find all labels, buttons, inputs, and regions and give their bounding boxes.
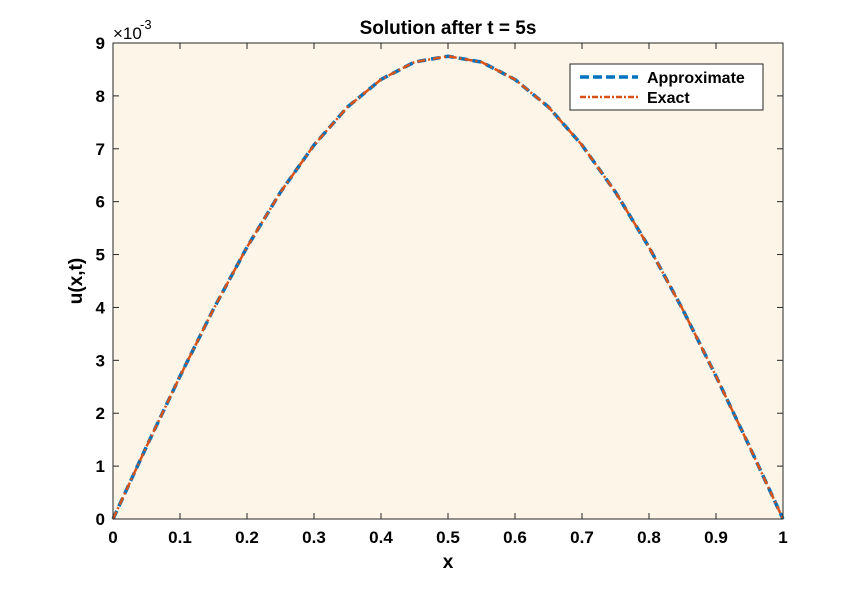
legend-box bbox=[569, 63, 764, 111]
x-tick-label: 0.3 bbox=[302, 528, 326, 547]
legend-label-exact: Exact bbox=[647, 90, 690, 107]
y-tick-label: 6 bbox=[96, 193, 105, 212]
x-tick-label: 0.9 bbox=[704, 528, 728, 547]
x-tick-label: 0.7 bbox=[570, 528, 594, 547]
x-tick-label: 0.6 bbox=[503, 528, 527, 547]
y-tick-label: 4 bbox=[96, 298, 106, 317]
y-tick-label: 8 bbox=[96, 87, 105, 106]
x-tick-label: 0.5 bbox=[436, 528, 460, 547]
y-axis-label: u(x,t) bbox=[66, 258, 87, 304]
y-tick-label: 5 bbox=[96, 246, 105, 265]
series-line-exact bbox=[111, 54, 785, 520]
legend: Approximate Exact bbox=[569, 63, 764, 111]
y-tick-label: 9 bbox=[96, 34, 105, 53]
x-axis-label: x bbox=[443, 552, 454, 573]
chart-title: Solution after t = 5s bbox=[360, 18, 537, 39]
x-tick-label: 1 bbox=[778, 528, 787, 547]
y-tick-label: 3 bbox=[96, 351, 105, 370]
y-exponent: ×10 -3 bbox=[113, 17, 152, 43]
y-tick-label: 0 bbox=[96, 510, 105, 529]
x-tick-label: 0 bbox=[108, 528, 117, 547]
x-tick-label: 0.8 bbox=[637, 528, 661, 547]
ticks-layer: 0 0.1 0.2 0.3 0.4 0.5 0.6 0.7 0.8 0.9 1 0 1 2 3 4 5 6 7 8 9 bbox=[96, 34, 788, 547]
y-tick-label: 1 bbox=[96, 457, 105, 476]
x-tick-label: 0.1 bbox=[168, 528, 192, 547]
y-exponent-base: ×10 bbox=[113, 24, 142, 43]
plot-frame bbox=[112, 42, 784, 520]
y-exponent-power: -3 bbox=[140, 17, 152, 32]
x-tick-label: 0.2 bbox=[235, 528, 259, 547]
plot-background bbox=[113, 43, 783, 519]
x-tick-label: 0.4 bbox=[369, 528, 393, 547]
y-tick-label: 7 bbox=[96, 140, 105, 159]
series-layer bbox=[111, 54, 785, 520]
legend-label-approximate: Approximate bbox=[647, 70, 745, 87]
y-tick-label: 2 bbox=[96, 404, 105, 423]
